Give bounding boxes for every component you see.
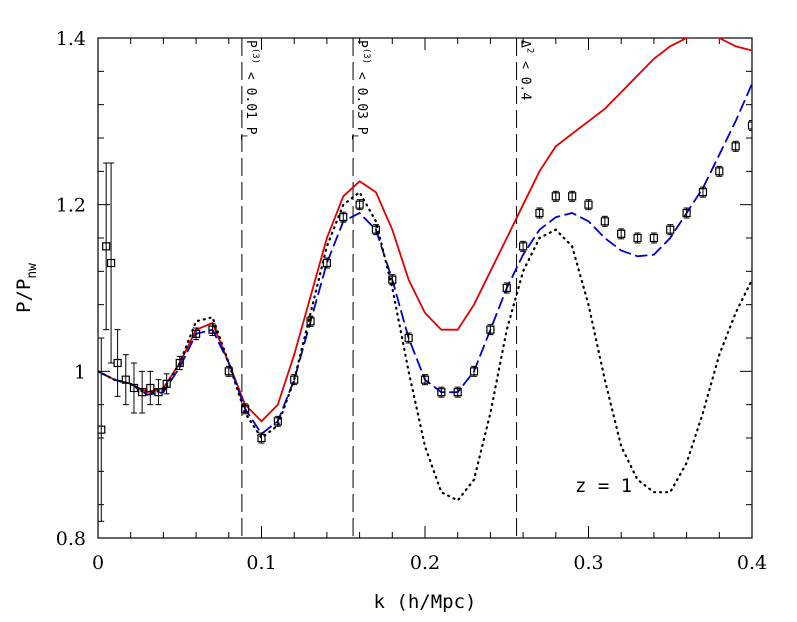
data-point: [98, 425, 106, 434]
label-part: nw: [25, 263, 40, 279]
data-point: [113, 358, 122, 368]
label-part: (3): [361, 48, 371, 64]
data-point: [224, 367, 233, 376]
data-point: [102, 242, 111, 251]
data-point: [747, 121, 752, 130]
plot-frame: [97, 37, 753, 539]
data-point: [175, 358, 184, 368]
data-point: [682, 208, 691, 218]
x-tick-label: 0.3: [573, 552, 603, 574]
data-point: [568, 192, 577, 201]
data-point: [584, 200, 593, 209]
data-point: [518, 242, 528, 251]
data-point: [666, 225, 675, 234]
data-point: [420, 375, 430, 384]
label-part: 2: [525, 48, 535, 53]
data-point: [241, 404, 250, 413]
curve: [98, 38, 752, 423]
data-point: [453, 388, 462, 397]
x-tick-label: 0.1: [246, 552, 276, 574]
x-tick-label: 0.4: [737, 552, 767, 574]
data-point: [649, 233, 659, 243]
data-point: [154, 388, 163, 397]
label-part: < 0.4: [518, 53, 533, 100]
y-axis-label: P/Pnw: [13, 263, 40, 313]
data-point: [502, 283, 511, 293]
label-part: < 0.01 P: [243, 64, 258, 135]
data-point: [208, 325, 217, 334]
data-point: [535, 208, 544, 218]
x-tick-label: 0.2: [410, 552, 440, 574]
label-part: L: [349, 135, 359, 140]
data-point: [715, 167, 724, 176]
data-point: [322, 258, 331, 268]
data-point: [257, 433, 266, 443]
data-point: [551, 192, 560, 201]
data-point: [306, 317, 315, 326]
y-tick-label: 1.2: [56, 195, 86, 217]
data-point: [106, 258, 116, 268]
label-part: (3): [250, 48, 260, 64]
curves: [98, 38, 752, 522]
y-tick-label: 1: [74, 361, 86, 383]
data-point: [404, 333, 413, 343]
data-point: [600, 217, 609, 226]
data-point: [192, 329, 201, 338]
data-point: [371, 225, 381, 234]
label-part: P/P: [13, 279, 35, 313]
data-point: [339, 213, 348, 222]
y-tick-label: 1.4: [56, 28, 86, 50]
data-point: [698, 188, 708, 197]
data-point: [146, 383, 155, 393]
y-tick-label: 0.8: [56, 528, 86, 550]
data-point: [388, 275, 397, 284]
data-point: [633, 233, 642, 243]
data-point: [138, 388, 147, 397]
label-part: Δ: [518, 40, 533, 48]
x-axis-label: k (h/Mpc): [374, 591, 477, 613]
data-point: [162, 379, 171, 388]
data-point: [437, 388, 446, 397]
x-tick-label: 0: [92, 552, 104, 574]
threshold-label: Δ2 < 0.4: [518, 40, 535, 100]
data-point: [731, 142, 740, 151]
annotation: z = 1: [575, 475, 632, 497]
threshold-label: P(3) < 0.03 PL: [349, 40, 371, 140]
data-point: [273, 417, 282, 426]
data-point: [469, 367, 479, 376]
label-part: P: [243, 40, 258, 48]
data-point: [617, 229, 626, 238]
data-point: [290, 375, 299, 384]
label-part: < 0.03 P: [354, 64, 369, 135]
label-part: P: [354, 40, 369, 48]
threshold-label: P(3) < 0.01 PL: [238, 40, 260, 140]
data-point: [355, 200, 364, 209]
data-point: [486, 325, 495, 334]
label-part: L: [238, 135, 248, 140]
data-point: [129, 383, 139, 393]
data-point: [121, 375, 130, 384]
